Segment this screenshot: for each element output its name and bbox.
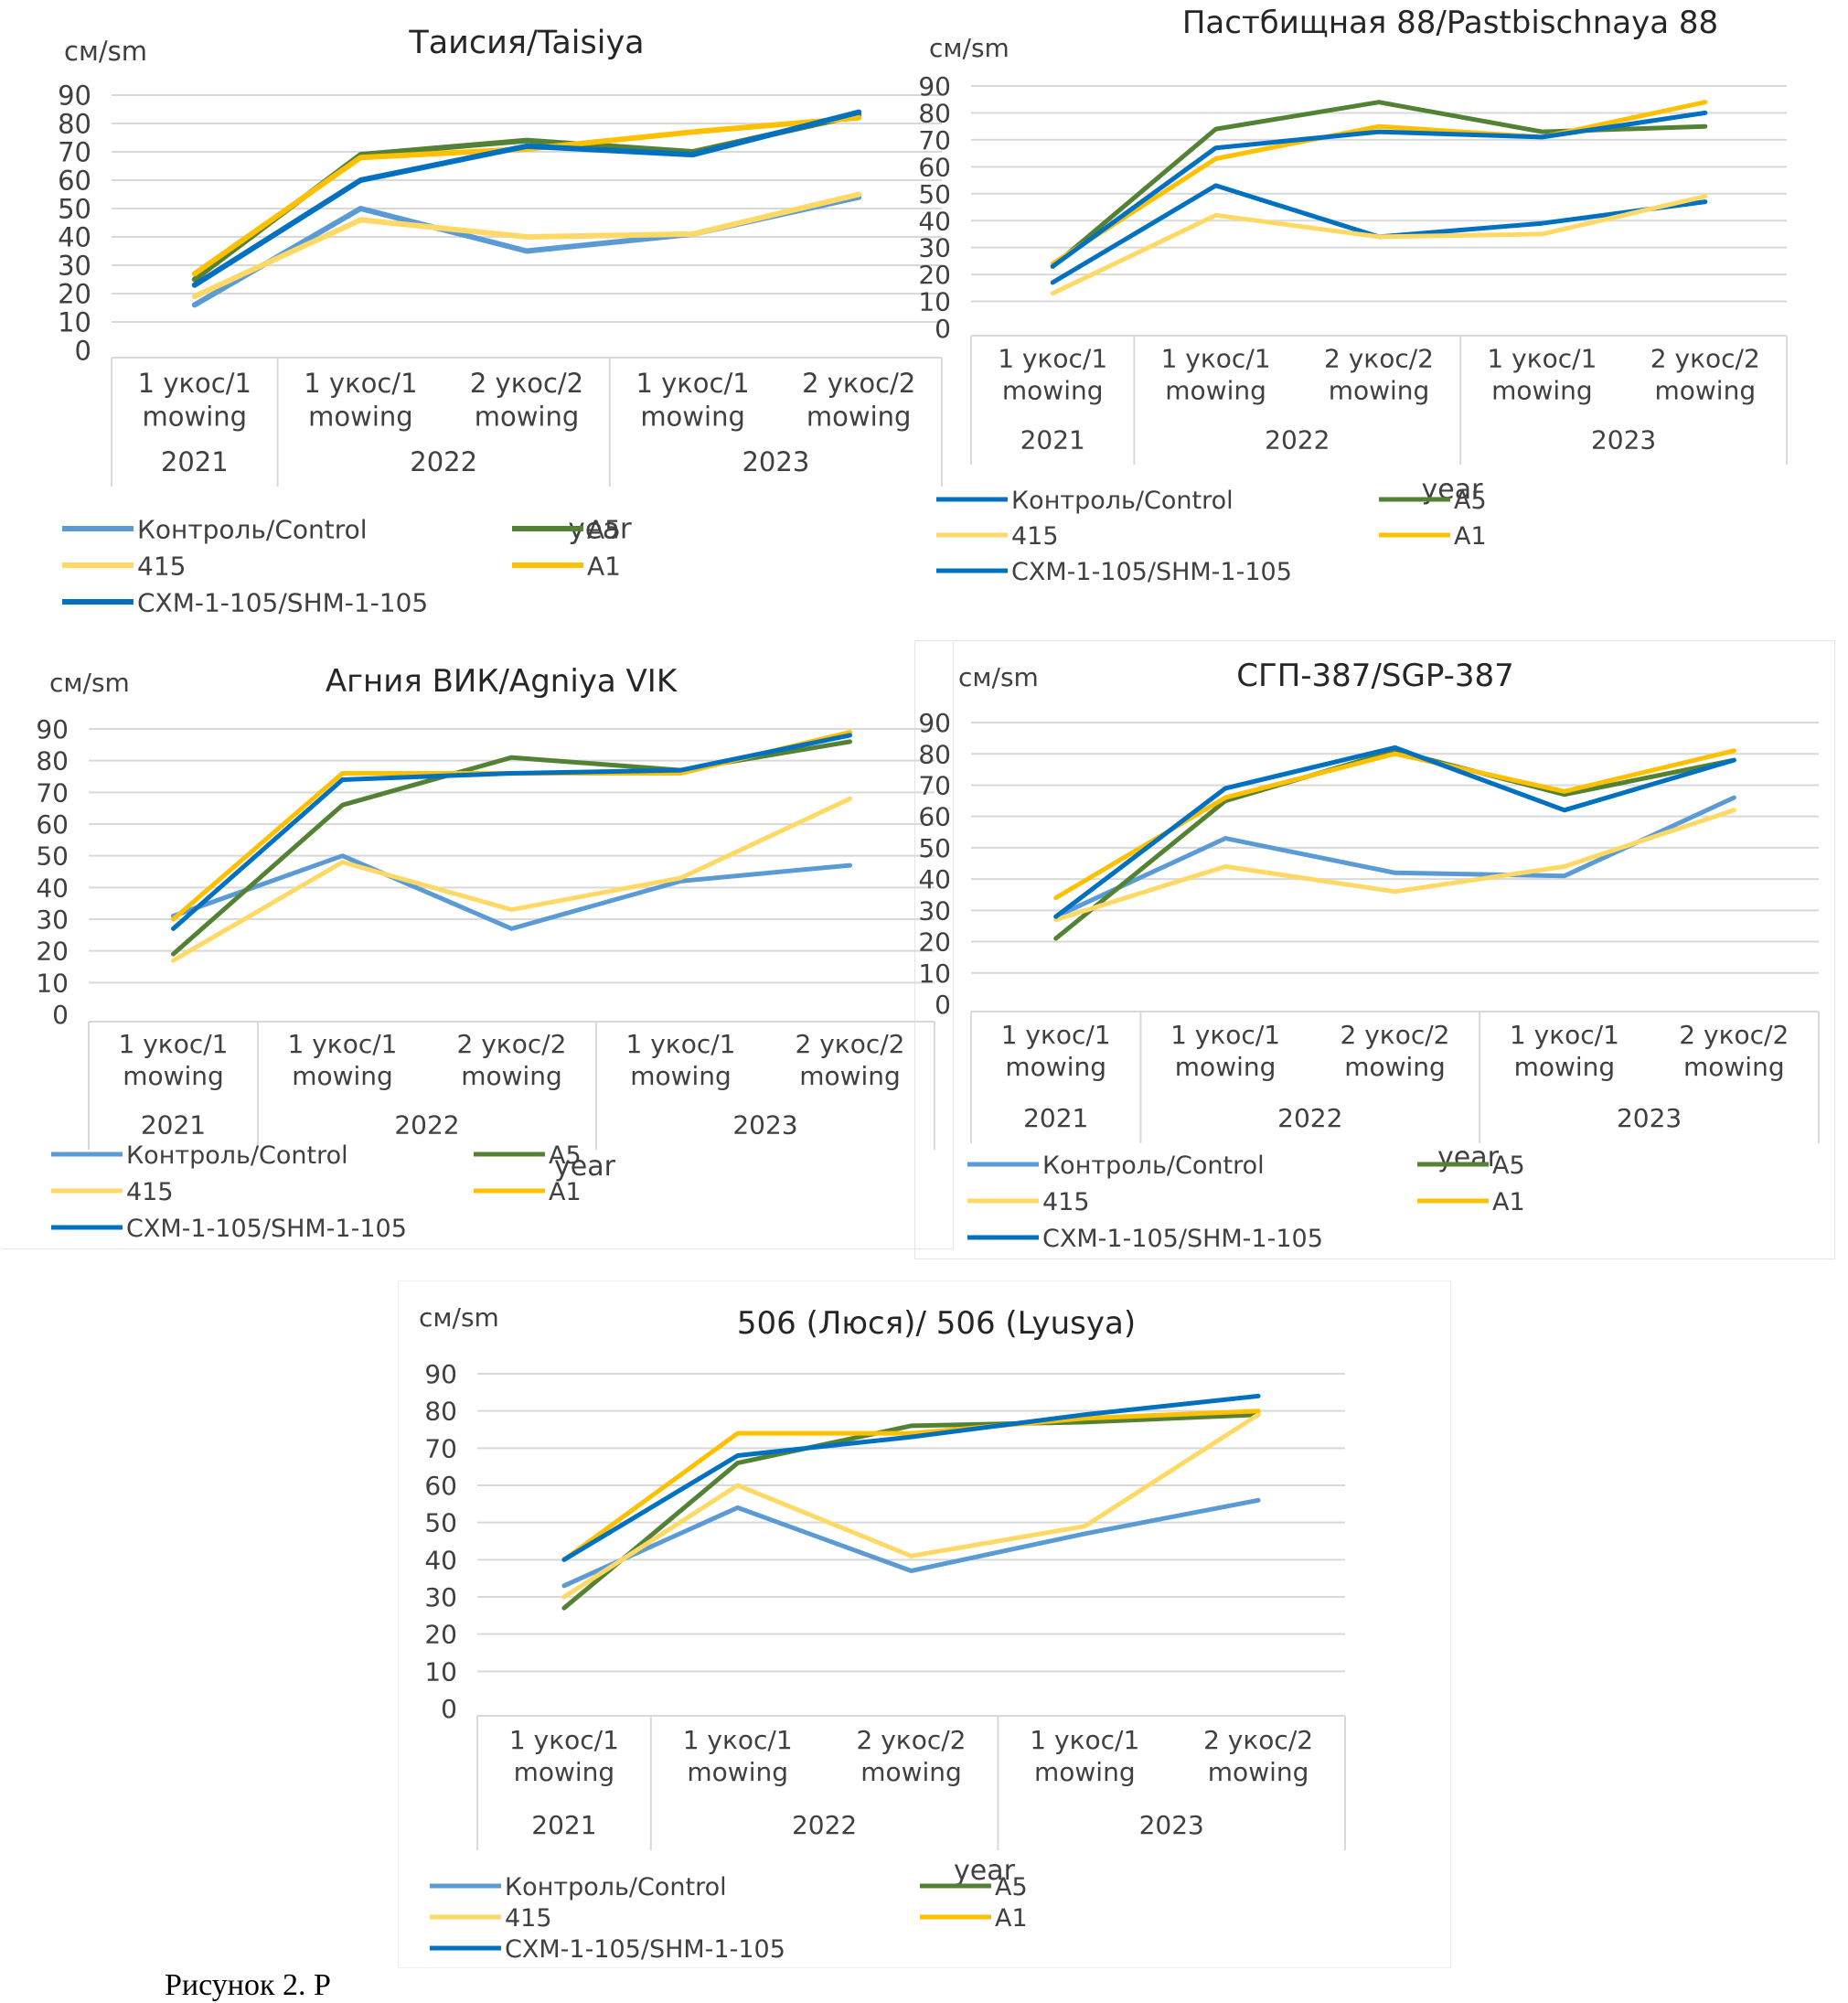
y-tick-label: 60 — [424, 1471, 457, 1501]
category-tick-label: mowing — [1034, 1757, 1136, 1787]
y-tick-label: 70 — [424, 1433, 457, 1463]
legend-label: Контроль/Control — [505, 1873, 727, 1901]
category-tick-label: 1 укос/1 — [1030, 1725, 1139, 1755]
legend-item: Контроль/Control — [430, 1873, 727, 1901]
year-group-label: 2022 — [792, 1810, 857, 1840]
legend-label: СХМ-1-105/SHM-1-105 — [505, 1935, 785, 1964]
y-tick-label: 90 — [424, 1359, 457, 1389]
y-axis-unit-label: см/sm — [419, 1302, 499, 1333]
y-tick-label: 20 — [424, 1620, 457, 1650]
chart-title: 506 (Люся)/ 506 (Lyusya) — [737, 1305, 1136, 1342]
series-lines — [564, 1396, 1258, 1608]
y-tick-label: 30 — [424, 1582, 457, 1612]
series-line — [564, 1500, 1258, 1586]
legend-item: СХМ-1-105/SHM-1-105 — [430, 1935, 785, 1964]
series-line — [564, 1415, 1258, 1609]
year-group-label: 2021 — [531, 1810, 596, 1840]
category-tick-label: 1 укос/1 — [683, 1725, 793, 1755]
figure-caption-text: Рисунок 2. Р — [165, 1968, 331, 2002]
legend-label: A1 — [995, 1904, 1028, 1933]
y-tick-label: 0 — [441, 1694, 457, 1724]
legend-label: 415 — [505, 1904, 552, 1933]
series-control — [564, 1500, 1258, 1586]
legend: Контроль/Control A5 415 A1 СХМ-1-105/SHM-1-1… — [430, 1873, 1028, 1964]
category-tick-label: 1 укос/1 — [509, 1725, 619, 1755]
category-tick-label: mowing — [687, 1757, 788, 1787]
y-tick-label: 80 — [424, 1397, 457, 1427]
year-group-label: 2023 — [1139, 1810, 1204, 1840]
category-tick-label: 2 укос/2 — [1203, 1725, 1313, 1755]
category-tick-label: mowing — [860, 1757, 962, 1787]
legend-item: 415 — [430, 1904, 552, 1933]
y-tick-label: 10 — [424, 1656, 457, 1687]
category-tick-label: mowing — [1208, 1757, 1309, 1787]
legend-item: A1 — [920, 1904, 1028, 1933]
category-tick-label: 2 укос/2 — [857, 1725, 967, 1755]
series-a5 — [564, 1415, 1258, 1609]
y-tick-label: 40 — [424, 1545, 457, 1575]
category-tick-label: mowing — [514, 1757, 615, 1787]
y-tick-label: 50 — [424, 1508, 457, 1538]
y-axis-ticks: 0 10 20 30 40 50 60 70 80 90 — [424, 1359, 457, 1724]
legend-label: A5 — [995, 1873, 1028, 1901]
figure-caption: Рисунок 2. Р — [165, 1968, 331, 2003]
